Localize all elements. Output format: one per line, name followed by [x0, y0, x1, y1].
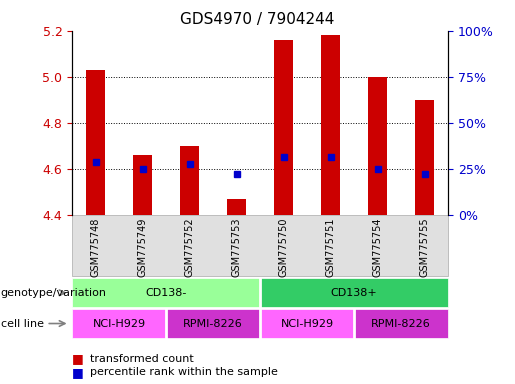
Bar: [227, 199, 246, 215]
Text: cell line: cell line: [1, 318, 43, 329]
Bar: [415, 100, 434, 215]
Bar: [321, 35, 340, 215]
Bar: [86, 70, 105, 215]
Text: percentile rank within the sample: percentile rank within the sample: [90, 367, 278, 377]
Text: GDS4970 / 7904244: GDS4970 / 7904244: [180, 12, 335, 26]
Text: genotype/variation: genotype/variation: [1, 288, 107, 298]
Bar: [133, 155, 152, 215]
Text: ■: ■: [72, 366, 84, 379]
Text: ■: ■: [72, 353, 84, 366]
Text: NCI-H929: NCI-H929: [93, 318, 146, 329]
Text: transformed count: transformed count: [90, 354, 194, 364]
Text: NCI-H929: NCI-H929: [281, 318, 334, 329]
Bar: [180, 146, 199, 215]
Text: CD138+: CD138+: [331, 288, 377, 298]
Bar: [368, 77, 387, 215]
Text: CD138-: CD138-: [145, 288, 187, 298]
Bar: [274, 40, 293, 215]
Text: RPMI-8226: RPMI-8226: [183, 318, 243, 329]
Text: RPMI-8226: RPMI-8226: [371, 318, 431, 329]
